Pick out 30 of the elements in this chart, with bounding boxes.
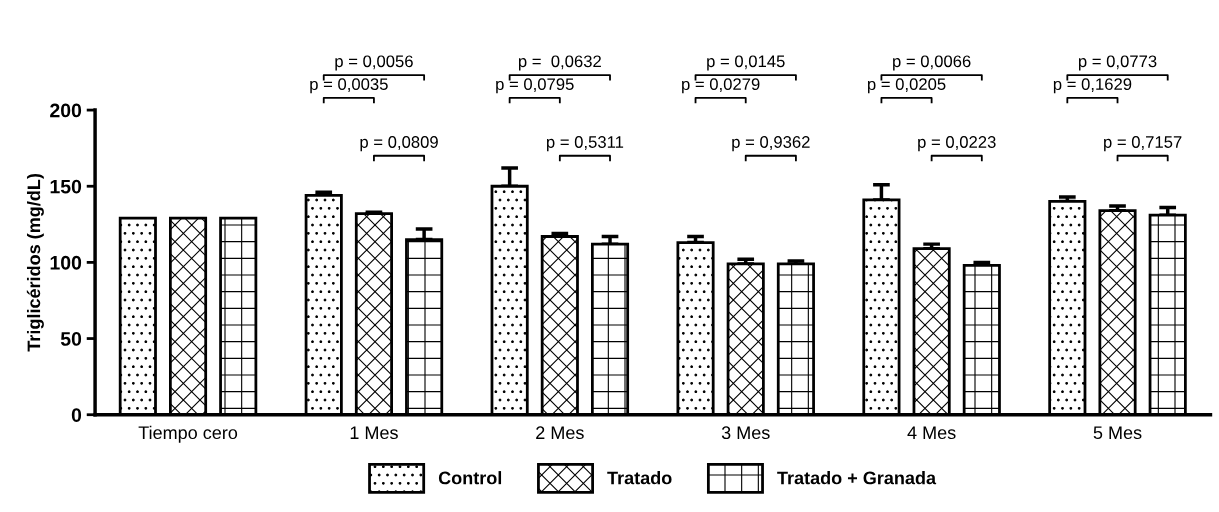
legend-label: Tratado + Granada bbox=[777, 471, 937, 485]
x-tick-label: 1 Mes bbox=[350, 426, 398, 440]
text: p = 0,1629 bbox=[1053, 78, 1132, 94]
x-tick-label: 2 Mes bbox=[536, 426, 584, 440]
text: p = 0,0035 bbox=[310, 78, 388, 94]
annotation: p = 0,0223 bbox=[918, 136, 996, 152]
x-tick-label: 4 Mes bbox=[907, 426, 956, 440]
annotation: p = 0,7157 bbox=[1104, 136, 1182, 152]
text: p = 0,0773 bbox=[1078, 55, 1157, 71]
legend-label: Tratado bbox=[607, 471, 672, 485]
annotation: p = 0,9362 bbox=[732, 136, 810, 152]
y-tick-label: 50 bbox=[60, 332, 82, 346]
text: p = 0,0066 bbox=[893, 55, 971, 71]
y-axis-title: Triglicéridos (mg/dL) bbox=[26, 174, 44, 352]
annotation: p = 0,0809 bbox=[360, 136, 438, 152]
text: p = 0,0056 bbox=[335, 55, 413, 71]
y-tick-label: 150 bbox=[50, 179, 82, 194]
text: p = 0,0205 bbox=[867, 78, 946, 94]
text: p = 0,0632 bbox=[518, 55, 601, 71]
y-tick-label: 0 bbox=[71, 408, 82, 422]
x-tick-label: 5 Mes bbox=[1093, 426, 1142, 440]
annotation: p = 0,5311 bbox=[546, 136, 624, 152]
x-tick-label: Tiempo cero bbox=[138, 425, 238, 443]
y-tick-label: 200 bbox=[50, 103, 82, 118]
text: p = 0,0145 bbox=[707, 55, 785, 71]
text: p = 0,0795 bbox=[496, 78, 574, 94]
legend-label: Control bbox=[438, 471, 502, 485]
text: p = 0,0279 bbox=[682, 78, 760, 94]
x-tick-label: 3 Mes bbox=[721, 426, 770, 440]
y-tick-label: 100 bbox=[50, 255, 82, 270]
